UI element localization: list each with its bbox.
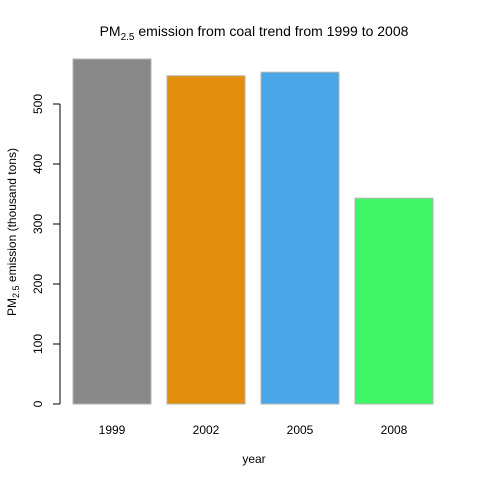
x-tick-label-2002: 2002 <box>193 423 220 437</box>
y-tick-label-100: 100 <box>31 334 45 354</box>
chart-title: PM2.5 emission from coal trend from 1999… <box>100 23 409 43</box>
x-tick-label-2008: 2008 <box>381 423 408 437</box>
bar-1999 <box>72 58 152 405</box>
y-tick-label-200: 200 <box>31 274 45 294</box>
y-axis-label-suffix: emission (thousand tons) <box>5 148 19 285</box>
chart-title-suffix: emission from coal trend from 1999 to 20… <box>134 23 408 39</box>
x-tick-labels: 1999 2002 2005 2008 <box>99 423 408 437</box>
x-tick-label-1999: 1999 <box>99 423 126 437</box>
y-tick-label-500: 500 <box>31 94 45 114</box>
chart-title-subscript: 2.5 <box>121 32 135 43</box>
bar-2005 <box>260 71 340 405</box>
y-axis-ticks: 0 100 200 300 400 500 <box>31 94 60 407</box>
x-tick-label-2005: 2005 <box>287 423 314 437</box>
y-axis-label-subscript: 2.5 <box>11 285 21 298</box>
y-axis-label-prefix: PM <box>5 298 19 316</box>
chart-title-prefix: PM <box>100 23 121 39</box>
y-tick-label-400: 400 <box>31 154 45 174</box>
bar-2002 <box>166 75 246 405</box>
bar-2008 <box>354 197 434 405</box>
x-axis-label: year <box>242 452 265 466</box>
y-tick-label-0: 0 <box>31 400 45 407</box>
bar-group <box>72 58 434 405</box>
y-tick-label-300: 300 <box>31 214 45 234</box>
y-axis-label: PM2.5 emission (thousand tons) <box>5 148 21 316</box>
